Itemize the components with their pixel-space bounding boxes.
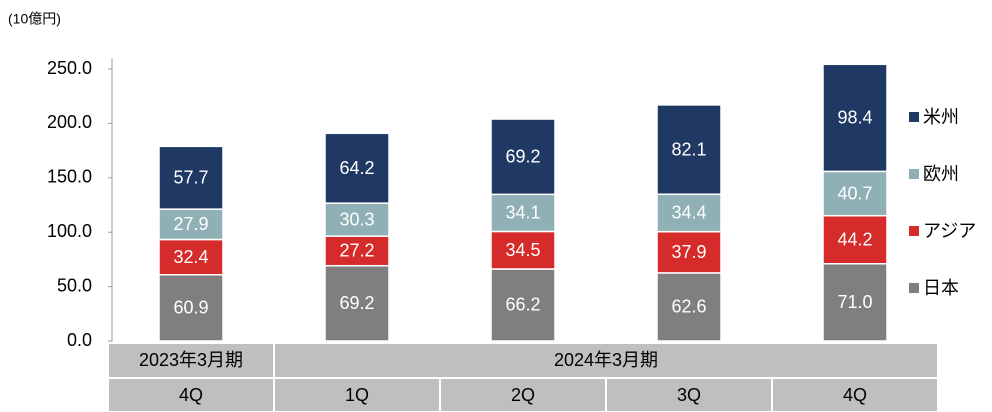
data-label: 82.1 bbox=[671, 139, 706, 159]
bar-segment bbox=[822, 214, 888, 265]
unit-label: (10億円) bbox=[8, 11, 61, 27]
category-cell bbox=[605, 377, 773, 412]
legend-label: 米州 bbox=[923, 107, 959, 127]
bar-segment bbox=[656, 230, 722, 274]
bar-segment bbox=[324, 202, 390, 237]
bar-segment bbox=[490, 230, 556, 270]
category-cell bbox=[439, 377, 607, 412]
data-label: 69.2 bbox=[505, 146, 540, 166]
data-label: 30.3 bbox=[339, 209, 374, 229]
data-label: 98.4 bbox=[837, 108, 872, 128]
data-label: 34.1 bbox=[505, 203, 540, 223]
y-tick-label: 0.0 bbox=[67, 330, 92, 350]
bar-segment bbox=[822, 263, 888, 342]
category-cell bbox=[771, 377, 939, 412]
x-tick-label: 4Q bbox=[843, 385, 867, 405]
bar-segment bbox=[324, 264, 390, 342]
bar-segment bbox=[656, 193, 722, 233]
x-tick-label: 3Q bbox=[677, 385, 701, 405]
legend-label: アジア bbox=[923, 221, 976, 241]
data-label: 69.2 bbox=[339, 293, 374, 313]
data-label: 71.0 bbox=[837, 292, 872, 312]
data-label: 57.7 bbox=[173, 167, 208, 187]
x-tick-label: 1Q bbox=[345, 385, 369, 405]
data-label: 60.9 bbox=[173, 298, 208, 318]
y-tick-label: 250.0 bbox=[47, 58, 92, 78]
data-label: 34.5 bbox=[505, 240, 540, 260]
y-tick-label: 200.0 bbox=[47, 112, 92, 132]
data-label: 66.2 bbox=[505, 295, 540, 315]
data-label: 64.2 bbox=[339, 158, 374, 178]
bar-segment bbox=[158, 273, 224, 342]
data-label: 32.4 bbox=[173, 247, 208, 267]
x-tick-label: 2Q bbox=[511, 385, 535, 405]
category-cell bbox=[107, 377, 275, 412]
legend-label: 欧州 bbox=[923, 164, 959, 184]
y-tick-label: 100.0 bbox=[47, 221, 92, 241]
y-tick-label: 150.0 bbox=[47, 167, 92, 187]
bar-segment bbox=[490, 268, 556, 342]
bar-segment bbox=[822, 63, 888, 173]
data-label: 27.2 bbox=[339, 241, 374, 261]
bar-segment bbox=[158, 145, 224, 210]
legend-swatch bbox=[909, 226, 919, 236]
data-label: 40.7 bbox=[837, 183, 872, 203]
group-label: 2023年3月期 bbox=[139, 350, 243, 370]
y-tick-label: 50.0 bbox=[57, 275, 92, 295]
data-label: 37.9 bbox=[671, 242, 706, 262]
bar-segment bbox=[158, 208, 224, 241]
data-label: 62.6 bbox=[671, 297, 706, 317]
bar-segment bbox=[656, 272, 722, 342]
bar-segment bbox=[324, 132, 390, 204]
group-label: 2024年3月期 bbox=[554, 350, 658, 370]
bar-segment bbox=[656, 104, 722, 195]
bar-segment bbox=[324, 235, 390, 267]
data-label: 27.9 bbox=[173, 214, 208, 234]
legend-swatch bbox=[909, 169, 919, 179]
data-label: 44.2 bbox=[837, 229, 872, 249]
legend-swatch bbox=[909, 283, 919, 293]
legend-label: 日本 bbox=[923, 278, 959, 298]
category-cell bbox=[273, 377, 441, 412]
legend-swatch bbox=[909, 112, 919, 122]
x-tick-label: 4Q bbox=[179, 385, 203, 405]
bar-segment bbox=[490, 193, 556, 233]
data-label: 34.4 bbox=[671, 203, 706, 223]
bar-segment bbox=[490, 118, 556, 196]
bar-segment bbox=[158, 238, 224, 276]
